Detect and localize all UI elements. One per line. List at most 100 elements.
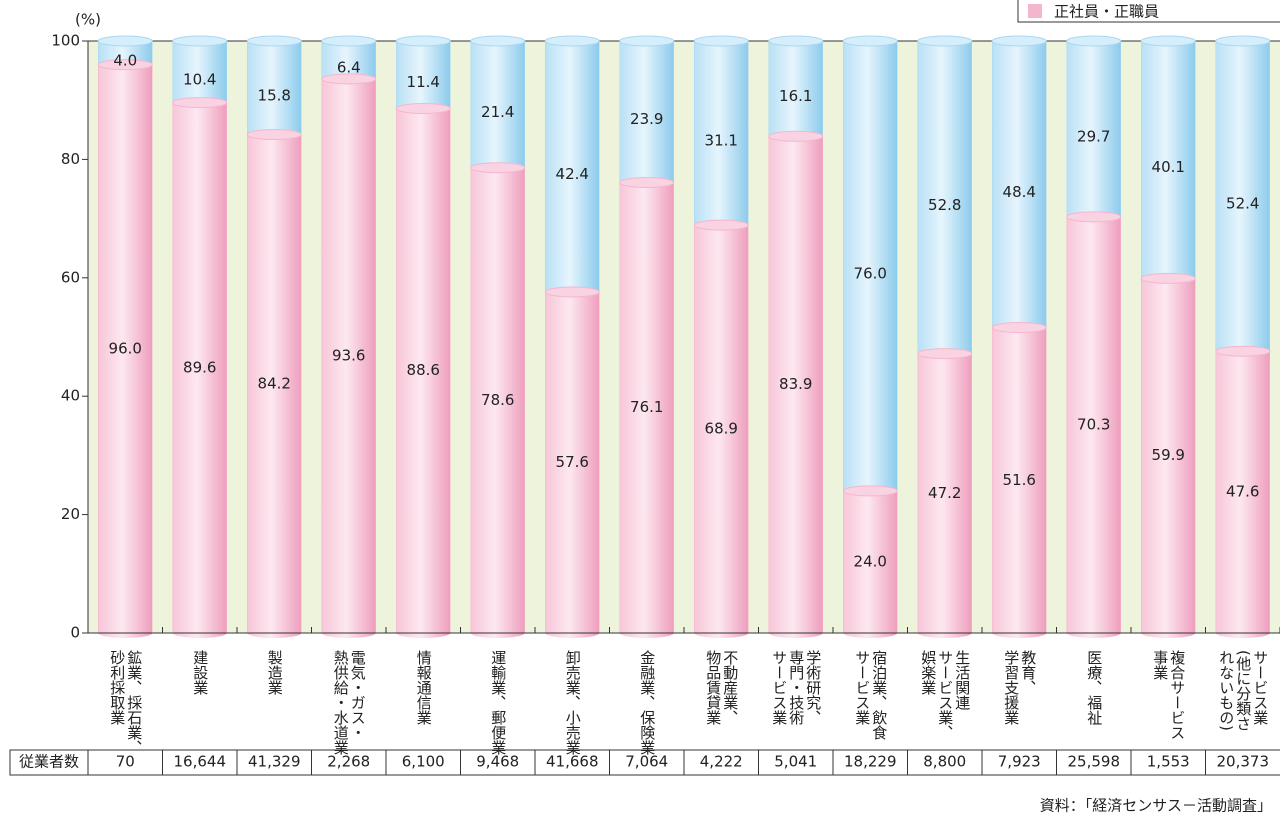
bar-top	[842, 35, 898, 47]
value-label: 76.0	[854, 264, 887, 282]
employee-count: 41,668	[546, 753, 599, 771]
category-label: 鉱業、採石業、 砂利採取業	[108, 650, 144, 755]
y-tick-label: 40	[61, 387, 80, 405]
legend-box	[1017, 0, 1280, 23]
bar-segment	[470, 167, 525, 634]
employee-count: 25,598	[1068, 753, 1121, 771]
employee-count: 7,064	[625, 753, 668, 771]
value-label: 16.1	[779, 87, 812, 105]
value-label: 11.4	[407, 73, 440, 91]
bar-top	[1215, 35, 1271, 47]
value-label: 83.9	[779, 375, 812, 393]
category-label: 情報通信業	[414, 650, 433, 725]
bar-top	[1066, 35, 1122, 47]
source-note: 資料：「経済センサス－活動調査」	[1040, 797, 1272, 815]
legend-label: 正社員・正職員	[1054, 3, 1159, 21]
bar-top	[470, 35, 526, 47]
employee-count: 6,100	[402, 753, 445, 771]
category-label: 医療、福祉	[1085, 650, 1104, 725]
value-label: 21.4	[481, 103, 514, 121]
y-tick-label: 60	[61, 268, 80, 286]
segment-boundary	[321, 73, 377, 85]
segment-boundary	[693, 219, 749, 231]
bar-segment	[247, 134, 302, 634]
bar-segment	[172, 40, 227, 103]
employee-count: 16,644	[174, 753, 227, 771]
value-label: 70.3	[1077, 415, 1110, 433]
value-label: 23.9	[630, 110, 663, 128]
value-label: 31.1	[705, 132, 738, 150]
segment-boundary	[544, 286, 600, 298]
bar-segment	[247, 40, 302, 135]
value-label: 47.2	[928, 484, 961, 502]
employee-count: 1,553	[1147, 753, 1190, 771]
value-label: 48.4	[1003, 183, 1036, 201]
value-label: 24.0	[854, 552, 887, 570]
bar-segment	[1215, 350, 1270, 634]
category-label: 教育、 学習支援業	[1002, 650, 1038, 725]
bar-segment	[1215, 40, 1270, 352]
value-label: 42.4	[556, 165, 589, 183]
bar-top	[172, 35, 228, 47]
segment-boundary	[246, 129, 302, 141]
value-label: 96.0	[109, 339, 142, 357]
bar-segment	[545, 291, 600, 634]
employee-count: 9,468	[476, 753, 519, 771]
bar-top	[97, 35, 153, 47]
bar-top	[991, 35, 1047, 47]
y-tick-label: 80	[61, 150, 80, 168]
category-label: 学術研究、 専門・技術 サービス業	[770, 650, 823, 725]
y-tick-label: 100	[51, 32, 80, 50]
segment-boundary	[97, 59, 153, 71]
segment-boundary	[1066, 211, 1122, 223]
value-label: 88.6	[407, 361, 440, 379]
category-label: 建設業	[191, 650, 210, 695]
value-label: 52.8	[928, 196, 961, 214]
bar-top	[693, 35, 749, 47]
category-label: 運輸業、郵便業	[489, 650, 508, 755]
value-label: 78.6	[481, 391, 514, 409]
value-label: 68.9	[705, 420, 738, 438]
value-label: 40.1	[1152, 158, 1185, 176]
value-label: 59.9	[1152, 446, 1185, 464]
category-label: 製造業	[265, 650, 284, 695]
segment-boundary	[470, 162, 526, 174]
y-unit: (%)	[75, 11, 101, 29]
bar-segment	[545, 40, 600, 293]
bar-top	[321, 35, 377, 47]
segment-boundary	[917, 348, 973, 360]
employee-count: 20,373	[1217, 753, 1270, 771]
bar-segment	[98, 64, 153, 634]
value-label: 29.7	[1077, 127, 1110, 145]
bar-segment	[321, 40, 376, 80]
table-row-label: 従業者数	[19, 753, 79, 771]
employee-count: 2,268	[327, 753, 370, 771]
bar-segment	[321, 78, 376, 634]
bar-segment	[992, 327, 1047, 634]
value-label: 93.6	[332, 346, 365, 364]
bar-top	[1140, 35, 1196, 47]
table-border	[9, 749, 1280, 776]
value-label: 76.1	[630, 398, 663, 416]
segment-boundary	[1140, 272, 1196, 284]
segment-boundary	[768, 130, 824, 142]
category-label: サービス業 (他に分類さ れないもの)	[1217, 650, 1270, 731]
employee-count: 7,923	[998, 753, 1041, 771]
bar-segment	[917, 353, 972, 634]
bar-segment	[843, 40, 898, 492]
bar-segment	[1141, 40, 1196, 279]
bar-segment	[172, 102, 227, 634]
value-label: 51.6	[1003, 471, 1036, 489]
bar-segment	[619, 182, 674, 634]
bar-segment	[470, 40, 525, 168]
bar-segment	[917, 40, 972, 354]
bar-segment	[694, 40, 749, 226]
category-label: 金融業、保険業	[638, 650, 657, 755]
bar-segment	[768, 136, 823, 634]
category-label: 生活関連 サービス業、 娯楽業	[919, 650, 972, 740]
value-label: 6.4	[337, 58, 361, 76]
value-label: 47.6	[1226, 483, 1259, 501]
category-label: 卸売業、小売業	[563, 650, 582, 755]
value-label: 10.4	[183, 70, 216, 88]
